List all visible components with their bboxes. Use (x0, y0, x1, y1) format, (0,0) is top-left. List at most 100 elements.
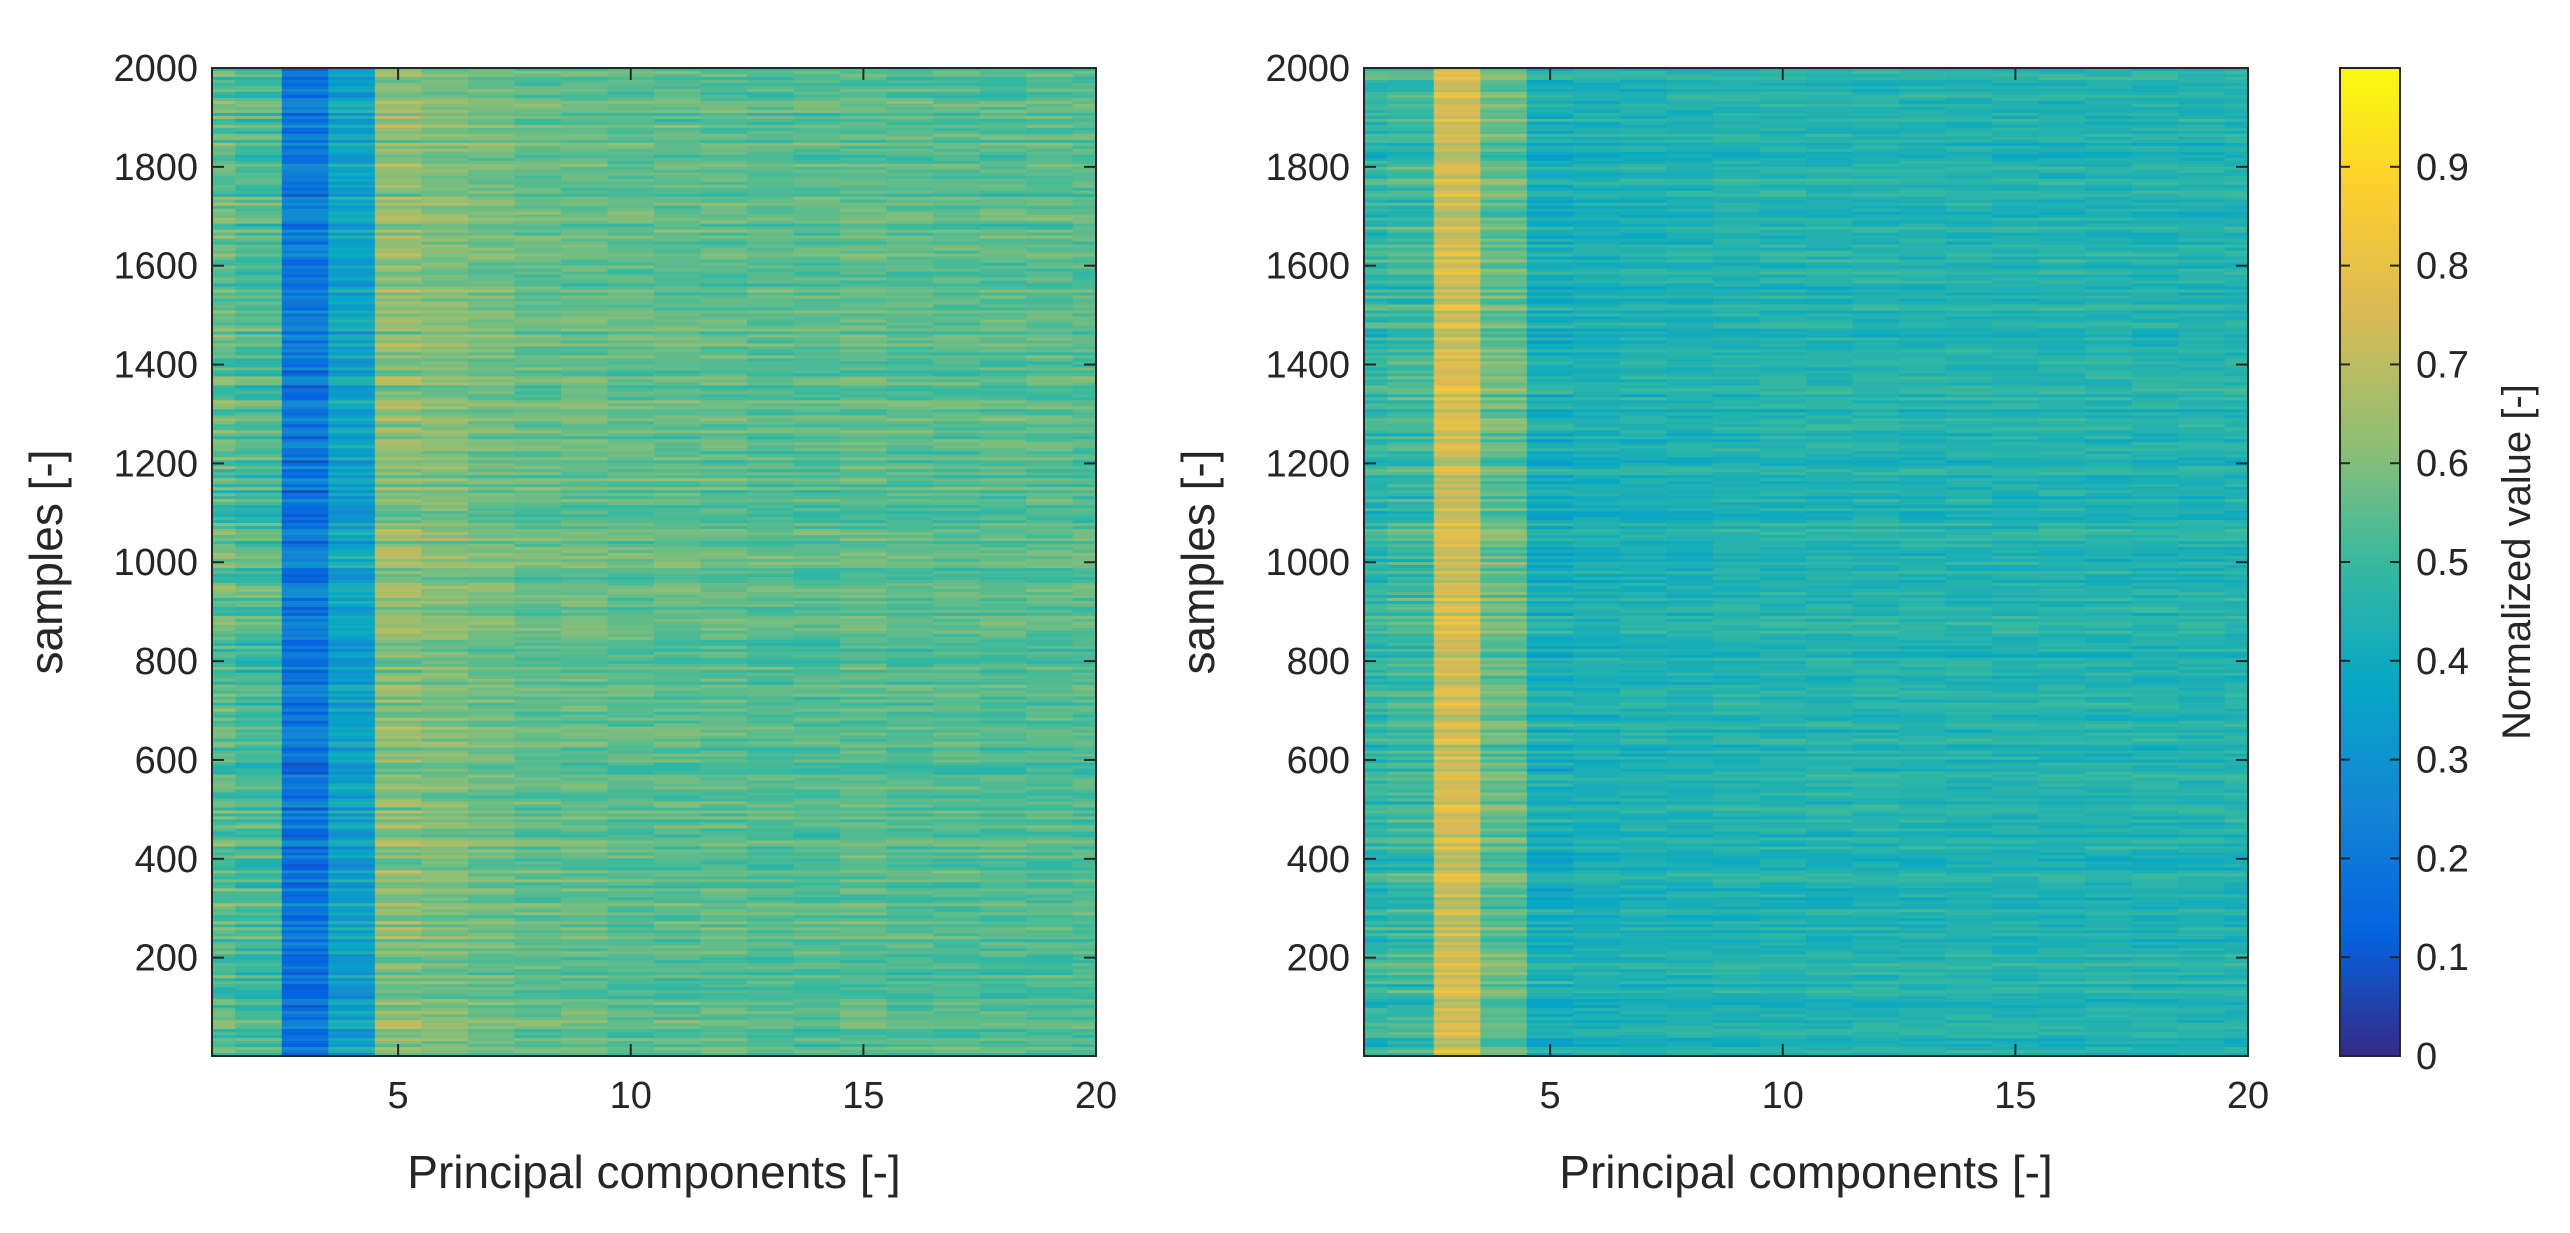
heatmap-cell (560, 385, 609, 389)
heatmap-cell (235, 199, 283, 204)
heatmap-cell (840, 376, 888, 380)
heatmap-cell (840, 139, 888, 144)
heatmap-cell (514, 166, 562, 171)
heatmap-cell (747, 400, 795, 404)
heatmap-cell (212, 262, 236, 267)
heatmap-cell (374, 226, 422, 231)
heatmap-cell (979, 235, 1027, 240)
heatmap-cell (607, 187, 655, 192)
heatmap-cell (979, 289, 1027, 294)
heatmap-cell (1072, 229, 1097, 234)
heatmap-cell (886, 325, 934, 330)
heatmap-cell (700, 298, 748, 303)
heatmap-cell (747, 193, 795, 198)
heatmap-cell (421, 184, 469, 189)
heatmap-cell (374, 370, 422, 374)
heatmap-cell (281, 301, 329, 306)
heatmap-cell (933, 94, 981, 99)
heatmap-cell (654, 82, 702, 87)
heatmap-cell (700, 91, 748, 96)
heatmap-cell (235, 487, 283, 491)
heatmap-cell (793, 310, 841, 315)
heatmap-cell (374, 214, 422, 219)
heatmap-cell (235, 343, 283, 348)
heatmap-cell (374, 142, 422, 147)
heatmap-cell (235, 97, 283, 102)
heatmap-cell (421, 214, 469, 219)
heatmap-cell (886, 121, 934, 126)
heatmap-cell (281, 214, 329, 219)
heatmap-cell (933, 133, 981, 138)
heatmap-cell (514, 136, 562, 141)
heatmap-cell (840, 124, 888, 129)
heatmap-cell (700, 208, 748, 213)
heatmap-cell (281, 484, 329, 488)
heatmap-cell (886, 439, 934, 443)
heatmap-cell (560, 166, 609, 171)
heatmap-cell (374, 181, 422, 186)
heatmap-cell (793, 241, 841, 246)
heatmap-cell (467, 214, 516, 219)
heatmap-cell (1072, 328, 1097, 333)
heatmap-cell (560, 196, 609, 201)
heatmap-cell (747, 121, 795, 126)
heatmap-cell (747, 358, 795, 362)
heatmap-cell (560, 343, 609, 348)
heatmap-cell (700, 262, 748, 267)
heatmap-cell (421, 199, 469, 204)
heatmap-cell (328, 310, 376, 315)
heatmap-cell (700, 157, 748, 162)
heatmap-cell (700, 403, 748, 407)
heatmap-cell (514, 163, 562, 168)
heatmap-cell (212, 68, 236, 72)
heatmap-cell (886, 349, 934, 354)
heatmap-cell (793, 181, 841, 186)
heatmap-cell (840, 487, 888, 491)
heatmap-cell (281, 79, 329, 84)
heatmap-cell (886, 223, 934, 228)
heatmap-cell (747, 424, 795, 428)
heatmap-cell (212, 289, 236, 294)
heatmap-cell (747, 70, 795, 75)
heatmap-cell (1026, 70, 1074, 75)
heatmap-cell (933, 256, 981, 261)
heatmap-cell (374, 364, 422, 368)
heatmap-cell (421, 127, 469, 132)
heatmap-cell (840, 478, 888, 482)
heatmap-cell (933, 304, 981, 309)
heatmap-cell (514, 376, 562, 380)
heatmap-cell (514, 379, 562, 383)
heatmap-cell (1072, 382, 1097, 386)
heatmap-cell (933, 82, 981, 87)
heatmap-cell (979, 268, 1027, 273)
heatmap-cell (467, 226, 516, 231)
heatmap-cell (1026, 79, 1074, 84)
heatmap-cell (328, 88, 376, 93)
heatmap-cell (235, 268, 283, 273)
heatmap-cell (747, 68, 795, 72)
heatmap-cell (886, 328, 934, 333)
heatmap-cell (793, 238, 841, 243)
heatmap-cell (654, 436, 702, 440)
heatmap-cell (328, 166, 376, 171)
heatmap-cell (467, 418, 516, 422)
heatmap-cell (328, 268, 376, 273)
heatmap-cell (374, 346, 422, 351)
heatmap-cell (1072, 199, 1097, 204)
heatmap-cell (1072, 163, 1097, 168)
heatmap-cell (1072, 115, 1097, 120)
heatmap-cell (700, 343, 748, 348)
heatmap-cell (467, 274, 516, 279)
heatmap-cell (793, 481, 841, 485)
heatmap-cell (979, 463, 1027, 467)
heatmap-cell (235, 148, 283, 153)
heatmap-cell (1026, 259, 1074, 264)
heatmap-cell (421, 166, 469, 171)
heatmap-cell (933, 313, 981, 318)
heatmap-cell (793, 193, 841, 198)
heatmap-cell (467, 313, 516, 318)
heatmap-cell (560, 88, 609, 93)
heatmap-cell (328, 370, 376, 374)
heatmap-cell (235, 68, 283, 72)
heatmap-cell (328, 109, 376, 114)
